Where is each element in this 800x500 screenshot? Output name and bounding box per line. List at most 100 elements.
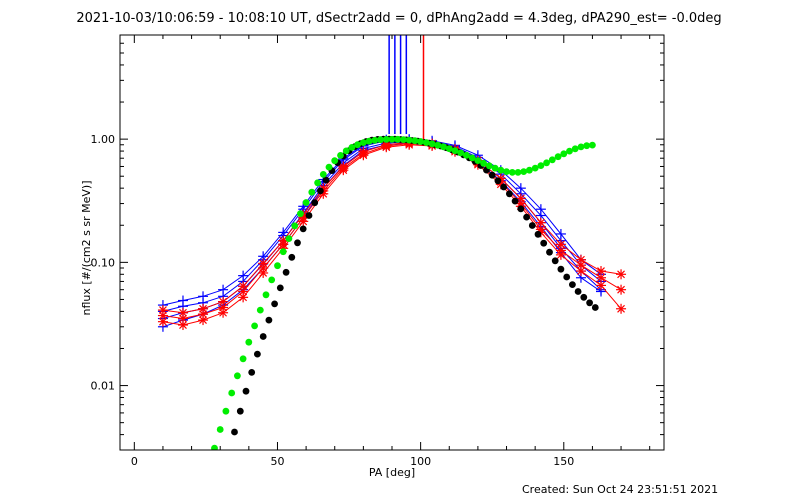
data-point-dot <box>534 230 542 238</box>
data-point-dot <box>417 138 424 145</box>
data-point-star <box>298 216 309 227</box>
data-point-dot <box>503 168 510 176</box>
footer-created-timestamp: Created: Sun Oct 24 23:51:51 2021 <box>522 483 718 496</box>
plot-area <box>157 35 627 450</box>
data-point-dot <box>463 151 470 159</box>
data-point-dot <box>468 154 476 162</box>
data-point-dot <box>428 140 436 148</box>
data-point-dot <box>319 171 327 178</box>
data-point-dot <box>574 288 582 295</box>
data-point-dot <box>586 299 593 307</box>
data-point-dot <box>279 248 287 256</box>
data-point-dot <box>331 157 339 165</box>
data-point-dot <box>360 139 367 147</box>
data-point-star <box>515 193 526 204</box>
data-point-dot <box>554 153 562 161</box>
data-point-dot <box>308 188 316 196</box>
y-axis-label: nflux [#/(cm2 s sr MeV)] <box>80 181 93 316</box>
series-line <box>162 143 622 320</box>
data-point-dot <box>348 144 356 151</box>
data-point-dot <box>591 304 599 311</box>
data-point-star <box>198 315 209 326</box>
data-point-star <box>596 280 607 291</box>
data-point-dot <box>580 293 588 301</box>
data-point-dot <box>511 197 519 205</box>
data-point-dot <box>589 141 596 149</box>
data-point-dot <box>526 166 533 174</box>
spike-lines <box>388 35 425 140</box>
data-point-star <box>177 307 188 318</box>
data-point-dot <box>548 156 556 164</box>
data-point-dot <box>540 239 548 247</box>
data-point-star <box>358 146 369 157</box>
x-tick-label: 50 <box>270 455 284 468</box>
data-point-dot <box>528 222 536 229</box>
series-line <box>162 142 602 328</box>
data-point-star <box>616 269 627 280</box>
data-point-plus <box>535 204 546 215</box>
data-point-dot <box>262 291 270 299</box>
data-point-star <box>616 303 627 314</box>
data-point-dot <box>317 187 324 195</box>
x-tick-label: 150 <box>553 455 574 468</box>
data-point-dot <box>325 163 333 171</box>
data-point-dot <box>537 162 545 170</box>
data-point-dot <box>451 147 459 155</box>
data-point-dot <box>276 284 284 292</box>
data-point-plus <box>238 270 249 281</box>
data-point-dot <box>583 142 591 150</box>
data-point-dot <box>405 136 413 144</box>
data-point-dot <box>382 136 390 143</box>
data-point-star <box>198 303 209 314</box>
data-point-dot <box>474 157 482 165</box>
data-point-dot <box>488 171 496 179</box>
data-point-dot <box>254 350 261 358</box>
data-point-star <box>238 292 249 303</box>
y-tick-label: 0.10 <box>91 256 116 269</box>
data-point-dot <box>342 147 350 155</box>
data-point-dot <box>365 137 373 145</box>
data-point-dot <box>288 253 296 261</box>
data-point-dot <box>480 159 487 167</box>
data-point-dot <box>305 212 313 219</box>
data-point-dot <box>423 139 430 147</box>
data-point-dot <box>231 428 238 436</box>
x-axis-label: PA [deg] <box>369 466 415 479</box>
data-point-dot <box>434 141 442 149</box>
data-point-dot <box>248 369 256 376</box>
data-point-dot <box>497 166 505 174</box>
data-point-dot <box>302 199 310 206</box>
axes: 0 50 100 150 0.01 0.10 1.00 <box>91 34 664 468</box>
y-tick-label: 0.01 <box>91 380 116 393</box>
plot-frame <box>119 34 665 451</box>
data-point-dot <box>251 322 258 330</box>
data-point-dot <box>494 177 502 185</box>
data-point-plus <box>177 295 188 306</box>
data-point-dot <box>291 222 299 230</box>
data-point-dot <box>377 136 384 144</box>
data-point-dot <box>242 387 250 395</box>
series-green-8 <box>211 135 596 450</box>
data-point-star <box>555 239 566 250</box>
data-point-dot <box>337 152 344 159</box>
data-point-plus <box>198 291 209 302</box>
data-point-dot <box>294 239 301 247</box>
data-point-dot <box>234 372 241 380</box>
data-point-star <box>177 320 188 331</box>
data-point-dot <box>569 281 576 288</box>
data-point-dot <box>400 136 407 144</box>
series-black-7 <box>231 135 599 436</box>
data-point-star <box>575 254 586 265</box>
data-point-dot <box>388 135 396 143</box>
data-point-star <box>258 258 269 269</box>
data-point-star <box>616 284 627 295</box>
data-point-dot <box>222 407 230 415</box>
data-point-dot <box>500 183 508 191</box>
data-point-dot <box>274 262 281 270</box>
data-point-star <box>218 296 229 307</box>
y-tick-label: 1.00 <box>91 133 116 146</box>
data-point-dot <box>543 159 550 167</box>
data-point-dot <box>271 300 278 308</box>
data-point-dot <box>557 265 565 273</box>
data-point-dot <box>236 407 244 415</box>
